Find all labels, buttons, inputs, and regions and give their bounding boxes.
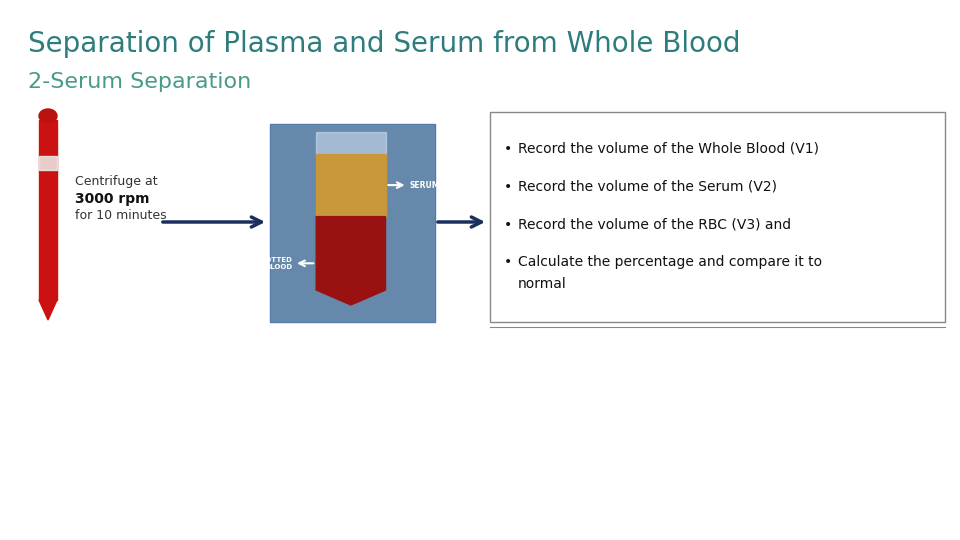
Bar xyxy=(270,124,435,322)
Text: Separation of Plasma and Serum from Whole Blood: Separation of Plasma and Serum from Whol… xyxy=(28,30,740,58)
Text: normal: normal xyxy=(518,277,566,291)
Bar xyxy=(39,120,57,300)
Text: 2-Serum Separation: 2-Serum Separation xyxy=(28,72,252,92)
Text: •: • xyxy=(504,218,513,232)
Text: Record the volume of the Serum (V2): Record the volume of the Serum (V2) xyxy=(518,180,777,194)
Polygon shape xyxy=(39,300,57,320)
Bar xyxy=(39,157,57,171)
Text: CLOTTED
BLOOD: CLOTTED BLOOD xyxy=(256,257,292,270)
Text: Centrifuge at: Centrifuge at xyxy=(75,175,157,188)
Text: SERUM: SERUM xyxy=(410,180,440,190)
Bar xyxy=(316,153,386,217)
Text: •: • xyxy=(504,180,513,194)
Bar xyxy=(316,132,386,153)
Ellipse shape xyxy=(39,109,57,123)
Bar xyxy=(271,125,434,321)
Text: Record the volume of the Whole Blood (V1): Record the volume of the Whole Blood (V1… xyxy=(518,142,819,156)
FancyArrowPatch shape xyxy=(438,217,481,227)
Text: Calculate the percentage and compare it to: Calculate the percentage and compare it … xyxy=(518,255,822,269)
Polygon shape xyxy=(316,217,386,305)
Text: •: • xyxy=(504,255,513,269)
Bar xyxy=(490,112,945,322)
Text: for 10 minutes: for 10 minutes xyxy=(75,209,167,222)
Text: 3000 rpm: 3000 rpm xyxy=(75,192,150,206)
Text: •: • xyxy=(504,142,513,156)
Text: Record the volume of the RBC (V3) and: Record the volume of the RBC (V3) and xyxy=(518,218,791,232)
FancyArrowPatch shape xyxy=(163,217,261,227)
